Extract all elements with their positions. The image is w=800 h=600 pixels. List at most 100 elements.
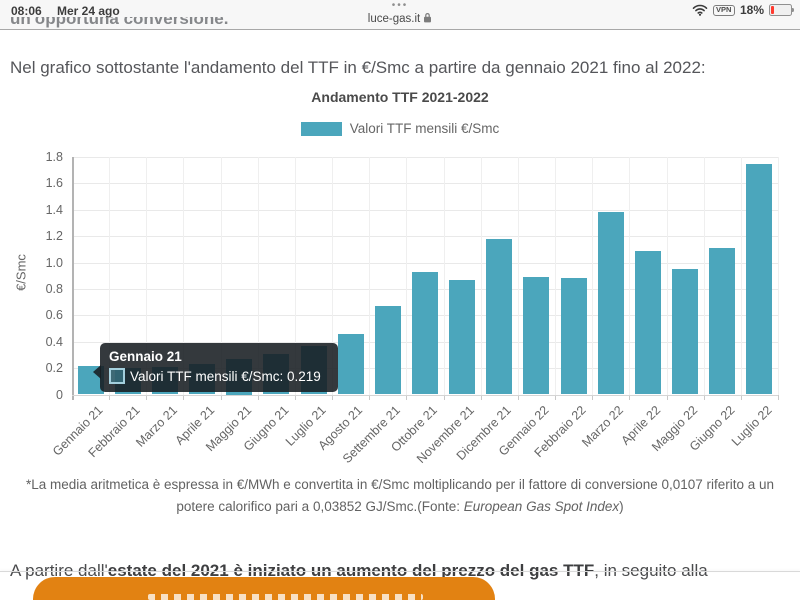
x-tick-mark xyxy=(443,394,445,400)
y-axis-title: €/Smc xyxy=(13,254,29,291)
clock: 08:06 xyxy=(11,4,42,18)
gridline-vertical xyxy=(778,157,779,395)
bottom-paragraph: A partire dall'estate del 2021 è iniziat… xyxy=(10,561,708,580)
bar-novembre-21[interactable] xyxy=(449,279,476,395)
section-divider xyxy=(0,571,800,572)
gridline-vertical xyxy=(406,157,408,395)
y-tick-label: 1.8 xyxy=(45,150,63,164)
wifi-icon xyxy=(692,4,707,16)
x-tick-mark xyxy=(592,394,594,400)
date: Mer 24 ago xyxy=(57,4,120,18)
x-tick-mark xyxy=(257,394,259,400)
gridline-vertical xyxy=(555,157,557,395)
cta-button[interactable] xyxy=(33,577,495,600)
multitask-dots-icon: ••• xyxy=(391,0,409,11)
vpn-badge: VPN xyxy=(712,4,735,16)
bar-febbraio-22[interactable] xyxy=(560,278,587,395)
x-tick-mark xyxy=(294,394,296,400)
tooltip-swatch-icon xyxy=(109,368,125,384)
intro-paragraph: Nel grafico sottostante l'andamento del … xyxy=(10,58,706,77)
gridline-horizontal xyxy=(72,157,778,158)
x-tick-mark xyxy=(555,394,557,400)
gridline-vertical xyxy=(183,157,185,395)
x-tick-mark xyxy=(220,394,222,400)
chart-legend[interactable]: Valori TTF mensili €/Smc xyxy=(0,121,800,136)
gridline-vertical xyxy=(592,157,594,395)
gridline-vertical xyxy=(257,157,259,395)
bar-settembre-21[interactable] xyxy=(374,306,401,395)
bar-marzo-22[interactable] xyxy=(597,212,624,395)
x-axis-line xyxy=(72,394,778,396)
legend-label: Valori TTF mensili €/Smc xyxy=(349,121,500,136)
cta-button-label-cutoff xyxy=(148,594,423,600)
gridline-vertical xyxy=(703,157,705,395)
gridline-horizontal xyxy=(72,183,778,185)
y-tick-label: 0.8 xyxy=(45,281,63,296)
gridline-vertical xyxy=(480,157,482,395)
tooltip-caret-icon xyxy=(93,365,101,379)
x-tick-mark xyxy=(778,394,779,400)
bar-giugno-22[interactable] xyxy=(709,248,736,395)
x-tick-mark xyxy=(629,394,631,400)
bar-ottobre-21[interactable] xyxy=(412,271,438,395)
x-tick-mark xyxy=(517,394,519,400)
y-tick-label: 0.2 xyxy=(45,361,63,376)
gridline-horizontal xyxy=(72,262,778,264)
x-tick-mark xyxy=(703,394,705,400)
x-tick-mark xyxy=(332,394,334,400)
legend-swatch xyxy=(300,121,342,136)
gridline-vertical xyxy=(109,157,111,395)
gridline-vertical xyxy=(629,157,631,395)
bar-agosto-21[interactable] xyxy=(337,333,364,395)
footnote-source: European Gas Spot Index xyxy=(463,499,620,514)
chart-footnote: *La media aritmetica è espressa in €/MWh… xyxy=(20,474,780,518)
gridline-horizontal xyxy=(72,236,778,238)
tooltip-value: Valori TTF mensili €/Smc: 0.219 xyxy=(130,368,321,384)
bar-dicembre-21[interactable] xyxy=(486,238,513,395)
battery-percent: 18% xyxy=(739,3,764,17)
y-tick-label: 0.4 xyxy=(45,334,63,349)
y-tick-label: 1.4 xyxy=(45,202,63,217)
url-text: luce-gas.it xyxy=(367,13,421,25)
lock-icon xyxy=(424,13,432,23)
footnote-line1: *La media aritmetica è espressa in €/MWh… xyxy=(25,477,775,492)
x-tick-mark xyxy=(406,394,408,400)
x-tick-mark xyxy=(146,394,148,400)
scrolled-under-text: un'opportuna conversione. xyxy=(10,17,229,28)
x-tick-mark xyxy=(480,394,482,400)
y-axis-line xyxy=(72,157,74,400)
gridline-vertical xyxy=(146,157,148,395)
bar-gennaio-22[interactable] xyxy=(523,277,550,395)
chart-tooltip: Gennaio 21 Valori TTF mensili €/Smc: 0.2… xyxy=(93,343,338,392)
y-tick-label: 1.6 xyxy=(45,176,63,191)
bar-aprile-22[interactable] xyxy=(634,250,661,395)
gridline-vertical xyxy=(740,157,742,395)
x-tick-mark xyxy=(369,394,371,400)
y-tick-label: 0 xyxy=(56,387,63,402)
bar-maggio-22[interactable] xyxy=(672,269,699,395)
battery-icon xyxy=(769,4,794,16)
x-tick-mark xyxy=(183,394,185,400)
x-tick-mark xyxy=(740,394,742,400)
bottom-paragraph-bold: estate del 2021 è iniziato un aumento de… xyxy=(107,561,595,580)
y-tick-label: 0.6 xyxy=(45,308,63,323)
gridline-vertical xyxy=(369,157,371,395)
status-bar: 08:06 Mer 24 ago ••• luce-gas.it VPN 18%… xyxy=(0,0,800,30)
tooltip-title: Gennaio 21 xyxy=(109,349,182,364)
gridline-vertical xyxy=(666,157,668,395)
y-tick-label: 1.0 xyxy=(45,255,63,270)
gridline-horizontal xyxy=(72,209,778,211)
address-bar[interactable]: luce-gas.it xyxy=(0,12,800,25)
gridline-vertical xyxy=(443,157,445,395)
y-tick-label: 1.2 xyxy=(45,229,63,244)
gridline-vertical xyxy=(517,157,519,395)
gridline-vertical xyxy=(294,157,296,395)
chart-title: Andamento TTF 2021-2022 xyxy=(311,89,489,105)
x-tick-mark xyxy=(109,394,111,400)
status-icons: VPN 18% xyxy=(692,3,794,17)
x-tick-mark xyxy=(666,394,668,400)
footnote-line2: potere calorifico pari a 0,03852 GJ/Smc.… xyxy=(176,499,624,514)
bar-luglio-22[interactable] xyxy=(746,163,773,395)
gridline-vertical xyxy=(332,157,334,395)
